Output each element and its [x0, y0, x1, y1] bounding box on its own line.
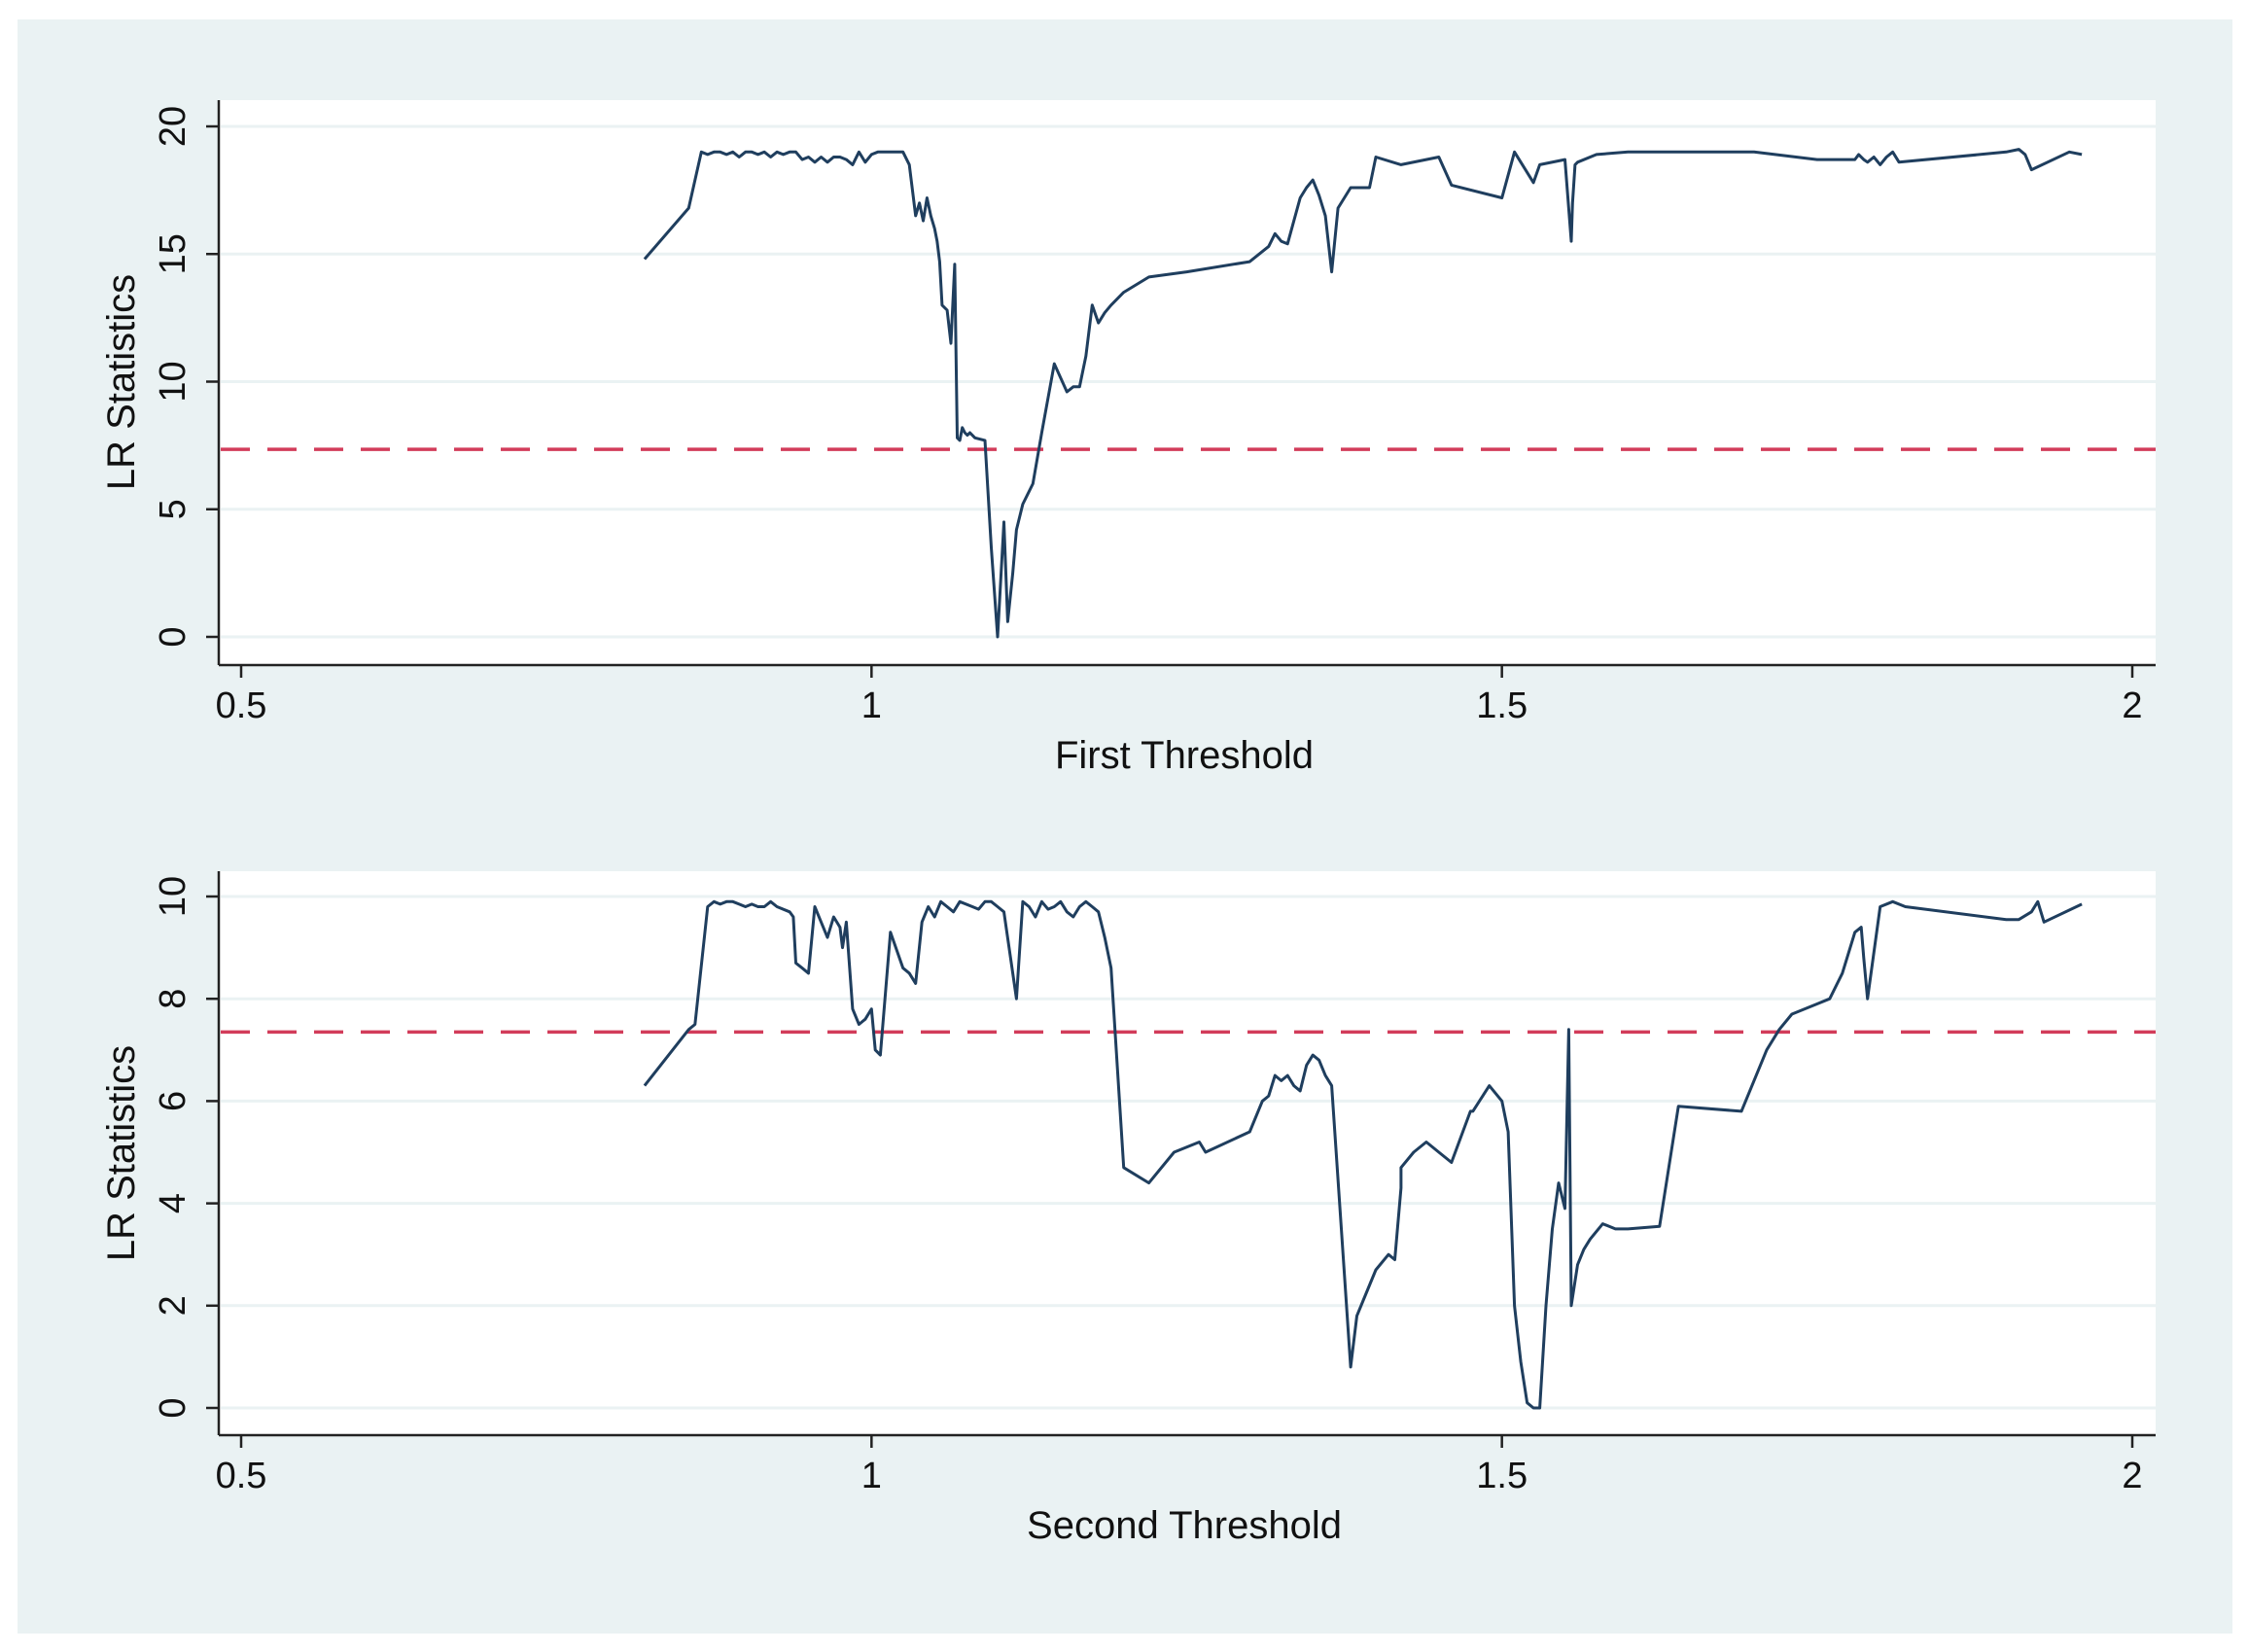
y-tick-label: 20: [153, 106, 193, 147]
lr-statistic-series: [643, 148, 2083, 639]
y-tick-label: 8: [153, 989, 193, 1009]
x-tick-label: 2: [2122, 685, 2142, 726]
x-tick-label: 2: [2122, 1456, 2142, 1496]
y-gridlines: [221, 895, 2156, 1410]
x-ticks: 0.5 1 1.5 2: [216, 1435, 2143, 1496]
x-axis-label: First Threshold: [1055, 734, 1314, 777]
y-tick-label: 5: [153, 499, 193, 519]
x-tick-label: 1: [861, 1456, 882, 1496]
y-tick-label: 0: [153, 1397, 193, 1418]
plot-region: [219, 871, 2156, 1435]
chart-first-threshold: 0 5 10 15 20 0.5 1 1.5 2 First Threshold LR Sta…: [100, 100, 2156, 777]
y-tick-label: 6: [153, 1091, 193, 1111]
chart-second-threshold: 0 2 4 6 8 10 0.5 1 1.5 2 Second Threshold LR Sta…: [100, 871, 2156, 1547]
y-tick-label: 4: [153, 1193, 193, 1213]
y-ticks: 0 5 10 15 20: [153, 106, 219, 648]
x-ticks: 0.5 1 1.5 2: [216, 665, 2143, 726]
lr-statistic-series: [643, 899, 2083, 1410]
x-tick-label: 0.5: [216, 685, 267, 726]
x-tick-label: 1: [861, 685, 882, 726]
y-tick-label: 2: [153, 1295, 193, 1316]
x-axis-label: Second Threshold: [1027, 1504, 1342, 1547]
y-gridlines: [221, 124, 2156, 639]
y-tick-label: 10: [153, 361, 193, 402]
x-tick-label: 1.5: [1476, 1456, 1528, 1496]
x-tick-label: 1.5: [1476, 685, 1528, 726]
y-axis-label: LR Statistics: [100, 1045, 143, 1261]
y-ticks: 0 2 4 6 8 10: [153, 876, 219, 1419]
y-tick-label: 15: [153, 233, 193, 274]
y-tick-label: 0: [153, 626, 193, 647]
y-axis-label: LR Statistics: [100, 274, 143, 490]
y-tick-label: 10: [153, 876, 193, 917]
x-tick-label: 0.5: [216, 1456, 267, 1496]
